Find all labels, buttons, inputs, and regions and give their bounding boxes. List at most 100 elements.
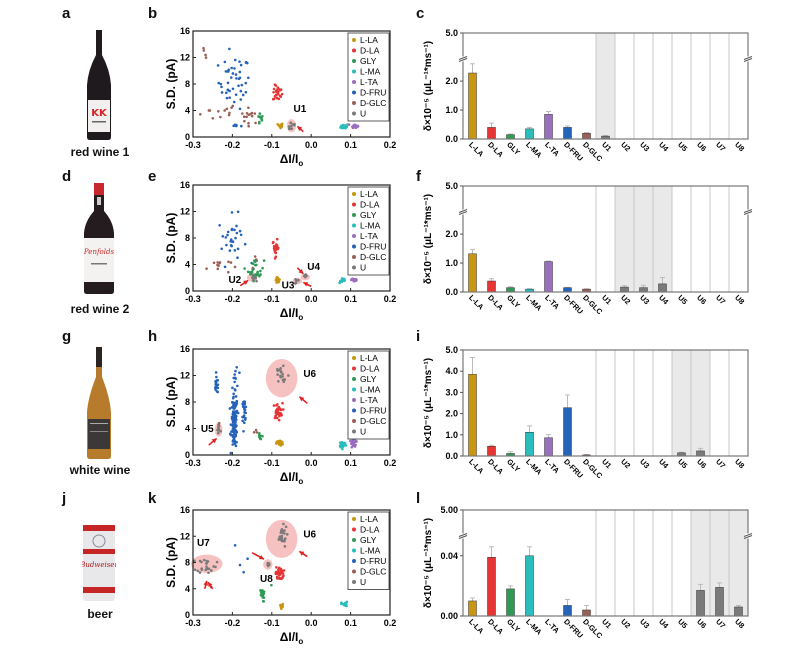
point-d-la bbox=[272, 90, 275, 94]
point-l-la bbox=[275, 442, 278, 445]
point-d-fru bbox=[225, 96, 229, 100]
point-d-fru bbox=[238, 563, 242, 567]
bar-l-la bbox=[468, 600, 477, 617]
point-u bbox=[287, 125, 291, 128]
point-u bbox=[267, 563, 270, 566]
bar-d-la bbox=[487, 280, 496, 293]
x-axis-label: ΔI/Io bbox=[280, 630, 304, 646]
point-l-ma bbox=[343, 279, 346, 282]
x-tick-label: -0.3 bbox=[185, 140, 201, 150]
point-gly bbox=[259, 589, 262, 592]
point-d-fru bbox=[241, 419, 244, 423]
axis-break-mark bbox=[743, 58, 753, 62]
x-tick-label-u3: U3 bbox=[638, 457, 651, 470]
point-d-fru bbox=[235, 403, 238, 406]
x-tick-label-d-fru: D-FRU bbox=[562, 293, 585, 316]
point-d-glc bbox=[207, 109, 211, 112]
point-d-la bbox=[279, 567, 283, 571]
x-axis-label: ΔI/Io bbox=[280, 152, 304, 168]
point-d-fru bbox=[230, 66, 233, 70]
point-d-fru bbox=[243, 242, 247, 246]
y-tick-label: 5.00 bbox=[440, 505, 458, 515]
y-axis-label: δ×10⁻⁵ (μL⁻¹*ms⁻¹) bbox=[423, 518, 434, 608]
point-d-la bbox=[274, 251, 278, 255]
beverage-label-red-wine-1: red wine 1 bbox=[70, 145, 130, 159]
point-d-la bbox=[275, 416, 279, 420]
legend-label-gly: GLY bbox=[360, 56, 377, 66]
point-d-glc bbox=[217, 109, 220, 113]
x-tick-label-d-glc: D-GLC bbox=[581, 293, 605, 317]
point-l-la bbox=[279, 444, 283, 447]
legend-marker-l-ta bbox=[352, 234, 356, 238]
legend-marker-l-ma bbox=[352, 387, 356, 392]
x-tick-label-u6: U6 bbox=[695, 293, 708, 306]
annotation-u7: U7 bbox=[197, 538, 210, 549]
point-d-fru bbox=[243, 418, 247, 421]
point-l-ta bbox=[353, 445, 357, 448]
point-d-la bbox=[279, 95, 283, 98]
point-d-la bbox=[275, 96, 279, 100]
y-tick-label: 0.0 bbox=[445, 287, 458, 297]
legend-marker-l-la bbox=[352, 517, 356, 521]
point-d-la bbox=[274, 414, 277, 418]
y-tick-label: 12 bbox=[180, 531, 190, 541]
arrow-head bbox=[297, 126, 303, 132]
point-l-la bbox=[279, 123, 283, 127]
scatter-chart-k: -0.3 -0.2 -0.1 0.0 0.1 0.2 0 4 8 12 16 ΔI/Io S.D. (p… bbox=[164, 505, 396, 646]
y-tick-label: 0.04 bbox=[440, 551, 458, 561]
bar-d-la bbox=[487, 445, 496, 457]
point-gly bbox=[270, 583, 273, 587]
point-d-glc bbox=[223, 109, 226, 112]
point-l-ma bbox=[341, 447, 344, 451]
axis-break-gap bbox=[460, 56, 466, 62]
x-axis-label-subscript: o bbox=[298, 313, 303, 322]
point-d-glc bbox=[212, 261, 216, 265]
point-d-fru bbox=[241, 402, 244, 406]
point-u bbox=[282, 522, 285, 526]
point-d-glc bbox=[253, 112, 257, 115]
point-d-la bbox=[276, 412, 279, 416]
point-l-ta bbox=[349, 439, 352, 443]
point-u bbox=[207, 571, 210, 575]
x-tick-label-u3: U3 bbox=[638, 140, 651, 153]
axis-break-gap bbox=[745, 56, 751, 62]
point-l-la bbox=[281, 604, 284, 608]
point-d-fru bbox=[224, 236, 228, 239]
point-d-fru bbox=[233, 228, 236, 232]
point-u bbox=[287, 374, 290, 377]
point-u bbox=[297, 278, 300, 282]
x-tick-label-u4: U4 bbox=[657, 457, 671, 471]
point-d-fru bbox=[244, 60, 248, 64]
bar-l-ma bbox=[525, 128, 534, 140]
x-tick-label-d-la: D-LA bbox=[486, 617, 505, 636]
y-tick-label: 16 bbox=[180, 344, 190, 354]
x-tick-label-d-fru: D-FRU bbox=[562, 617, 585, 640]
point-d-la bbox=[273, 248, 276, 252]
arrow-head bbox=[258, 554, 264, 560]
point-d-fru bbox=[239, 98, 243, 101]
point-u bbox=[283, 529, 286, 532]
bar-l-ta bbox=[544, 114, 553, 140]
point-u bbox=[283, 378, 287, 381]
legend-marker-d-la bbox=[352, 527, 356, 532]
bar-l-ta bbox=[544, 437, 553, 457]
axis-break-mark bbox=[458, 533, 468, 537]
point-gly bbox=[246, 270, 250, 274]
point-d-fru bbox=[236, 411, 240, 415]
point-d-fru bbox=[236, 210, 240, 214]
arrow-head bbox=[243, 280, 249, 285]
point-d-fru bbox=[217, 81, 220, 85]
point-d-fru bbox=[226, 230, 230, 234]
point-d-fru bbox=[235, 366, 239, 369]
point-d-fru bbox=[232, 407, 236, 410]
point-d-fru bbox=[231, 87, 235, 91]
x-tick-label-u1: U1 bbox=[600, 617, 613, 630]
point-d-fru bbox=[230, 211, 234, 214]
bar-d-fru bbox=[563, 127, 572, 140]
plot-frame bbox=[462, 185, 749, 293]
x-tick-label-u8: U8 bbox=[733, 617, 746, 630]
point-u bbox=[281, 372, 284, 376]
x-axis-label-subscript: o bbox=[298, 159, 303, 168]
bar-chart-l: 0.00 0.04 5.00 L-LA D-LA GLY L-MA L-TA D-FRUD-GL… bbox=[423, 505, 753, 641]
beer-can-image: Budweiser bbox=[82, 525, 116, 601]
